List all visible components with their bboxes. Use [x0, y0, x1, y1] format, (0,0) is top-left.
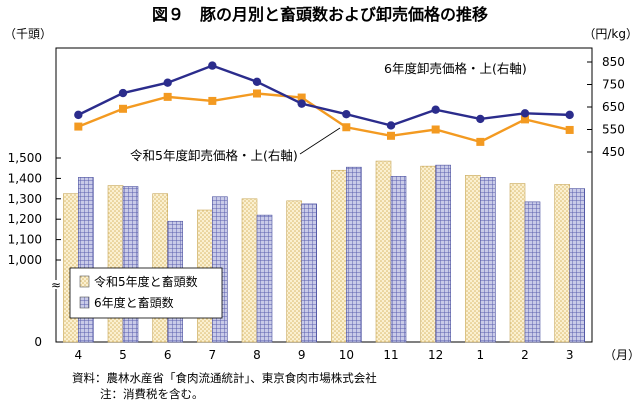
plot-frame: [55, 47, 593, 343]
bar-2023: [554, 184, 570, 343]
x-tick-label: 6: [164, 348, 172, 362]
price-point-2023: [297, 93, 306, 102]
right-tick-label: 450: [602, 145, 625, 159]
x-axis-unit: （月）: [604, 348, 640, 362]
right-tick-label: 650: [602, 100, 625, 114]
bar-2023: [331, 169, 347, 343]
note-text: 注：消費税を含む。: [100, 387, 204, 401]
x-tick-label: 5: [119, 348, 127, 362]
bar-2023: [107, 185, 124, 343]
right-tick-label: 750: [602, 78, 625, 92]
price-point-2024: [386, 121, 396, 130]
price-point-2023: [431, 125, 440, 134]
price-point-2024: [565, 110, 574, 120]
price-point-2023: [253, 89, 261, 98]
left-tick-label: 1,100: [8, 233, 42, 247]
price-point-2024: [342, 110, 351, 119]
bar-2024: [301, 203, 317, 343]
price-point-2023: [565, 125, 574, 134]
price-point-2023: [476, 137, 485, 146]
bar-2024: [256, 214, 273, 343]
legend-swatch-2023: [79, 275, 90, 288]
bar-2023: [509, 183, 526, 343]
right-tick-label: 850: [602, 55, 625, 69]
left-tick-label: 0: [34, 335, 42, 349]
x-tick-label: 8: [253, 348, 261, 362]
price-point-2023: [342, 123, 351, 132]
axis-break-mark: ≈: [50, 278, 62, 292]
bar-2024: [480, 177, 496, 343]
annotation-line-2024: 6年度卸売価格・上(右軸): [384, 61, 527, 76]
price-line-2023: [77, 92, 570, 144]
legend-box: [69, 267, 223, 319]
bar-2024: [524, 201, 541, 343]
x-axis-ticks: 4 5 6 7 8 9 10 11 12 1 2 3: [75, 348, 574, 362]
line-series: [74, 61, 574, 146]
x-tick-label: 12: [428, 348, 443, 362]
price-point-2023: [387, 131, 395, 140]
bar-2024: [569, 188, 585, 343]
price-point-2023: [74, 122, 83, 131]
x-tick-label: 3: [566, 348, 574, 362]
left-tick-label: 1,300: [8, 192, 42, 206]
left-tick-label: 1,200: [8, 212, 42, 226]
bar-2024: [346, 166, 362, 343]
legend-swatch-2024: [79, 296, 90, 309]
price-point-2023: [119, 104, 127, 113]
annotation-leader-2023: [299, 127, 341, 155]
axis-break-symbol: ≈: [51, 278, 61, 292]
price-point-2024: [252, 77, 262, 87]
price-point-2024: [520, 109, 530, 118]
right-axis-ticks: 450 550 650 750 850: [587, 55, 625, 159]
price-point-2024: [163, 78, 172, 87]
bar-2023: [465, 175, 481, 343]
annotation-line-2023: 令和5年度卸売価格・上(右軸): [130, 148, 298, 163]
price-point-2023: [521, 115, 529, 124]
price-point-2024: [476, 114, 485, 124]
left-tick-label: 1,000: [8, 253, 42, 267]
x-tick-label: 10: [339, 348, 354, 362]
x-tick-label: 1: [477, 348, 485, 362]
price-point-2024: [118, 88, 128, 98]
bar-2023: [286, 200, 302, 343]
left-tick-label: 1,400: [8, 171, 42, 185]
chart-title: 図９ 豚の月別と畜頭数および卸売価格の推移: [152, 5, 488, 24]
bar-2023: [375, 160, 392, 343]
right-tick-label: 550: [602, 123, 625, 137]
left-axis-ticks: 0 1,000 1,100 1,200 1,300 1,400 1,500: [8, 151, 61, 349]
price-point-2023: [163, 92, 172, 101]
price-point-2024: [297, 99, 306, 108]
bar-2024: [435, 164, 451, 343]
price-line-2024: [77, 64, 570, 127]
price-point-2024: [431, 105, 440, 114]
x-tick-label: 9: [298, 348, 306, 362]
x-tick-label: 7: [209, 348, 217, 362]
legend-label-2023: 令和5年度と畜頭数: [94, 274, 198, 289]
bar-2023: [241, 198, 258, 343]
source-text: 資料：農林水産省「食肉流通統計」、東京食肉市場株式会社: [72, 371, 377, 385]
x-tick-label: 11: [383, 348, 398, 362]
left-tick-label: 1,500: [8, 151, 42, 165]
x-tick-label: 2: [521, 348, 529, 362]
price-point-2024: [74, 110, 83, 120]
legend-label-2024: 6年度と畜頭数: [94, 295, 174, 310]
bar-2024: [122, 186, 139, 343]
left-axis-unit: （千頭）: [4, 27, 52, 41]
x-tick-label: 4: [75, 348, 83, 362]
price-point-2023: [208, 96, 217, 105]
right-axis-unit: （円/kg）: [583, 27, 638, 41]
bar-2024: [390, 176, 407, 343]
bar-2023: [420, 165, 436, 343]
legend: 令和5年度と畜頭数 6年度と畜頭数: [69, 267, 223, 319]
price-point-2024: [208, 61, 217, 70]
